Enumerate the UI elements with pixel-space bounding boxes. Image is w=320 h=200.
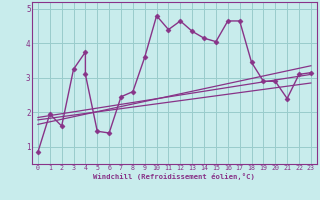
X-axis label: Windchill (Refroidissement éolien,°C): Windchill (Refroidissement éolien,°C) bbox=[93, 173, 255, 180]
